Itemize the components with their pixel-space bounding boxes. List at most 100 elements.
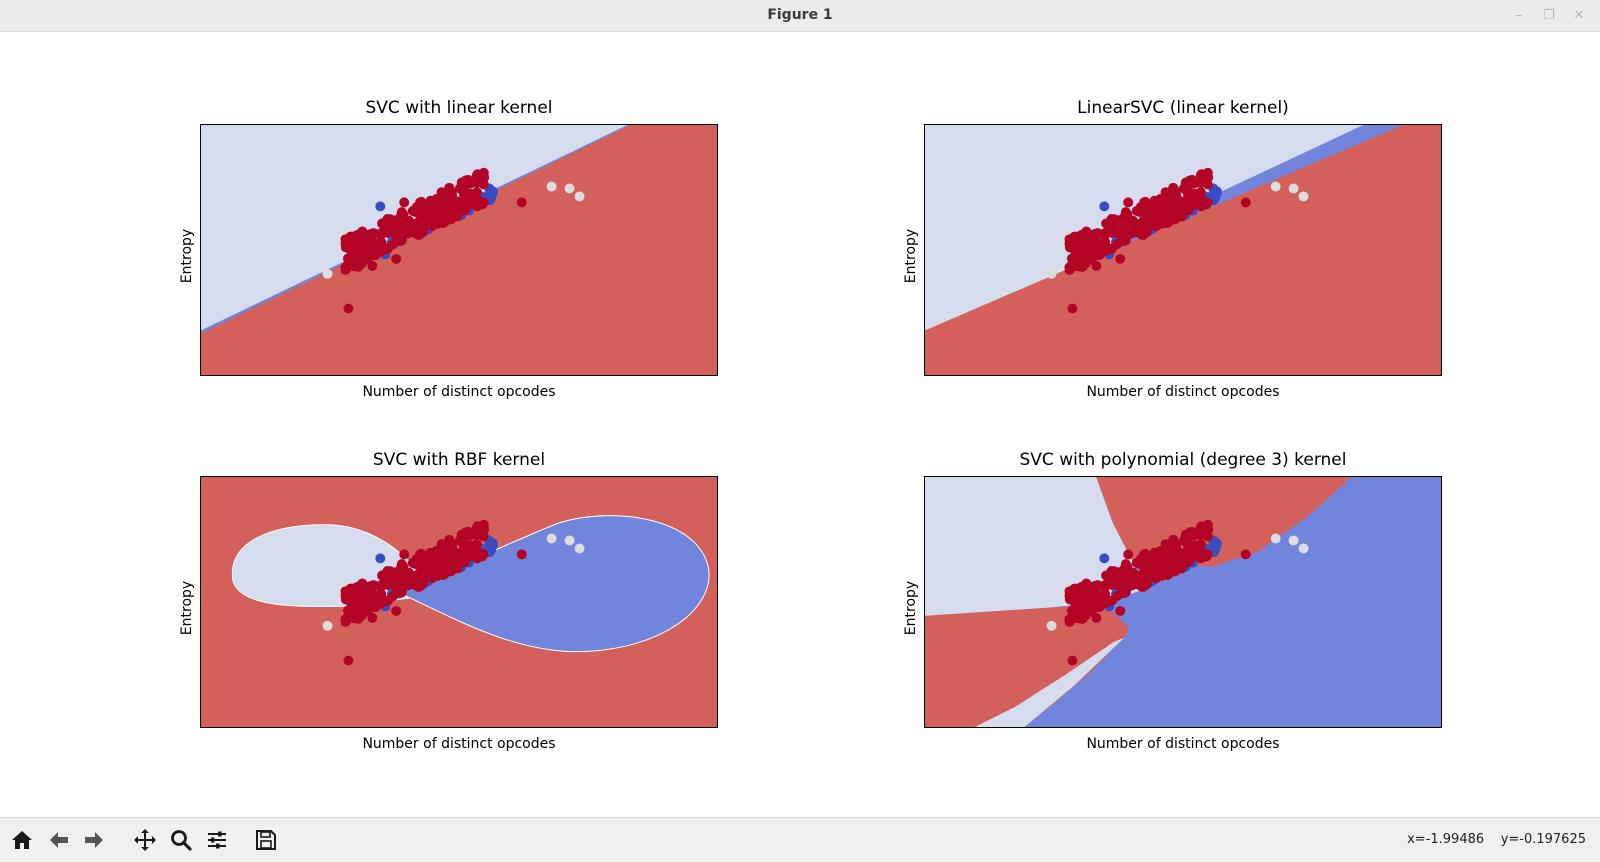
forward-arrow-icon[interactable] (80, 826, 108, 854)
scatter-point-red (402, 580, 413, 591)
scatter-point-red (366, 231, 377, 242)
scatter-point-blue (487, 538, 498, 549)
decision-surface (925, 477, 1441, 727)
back-arrow-icon[interactable] (45, 826, 73, 854)
scatter-point-red (416, 577, 427, 587)
scatter-point-red (439, 547, 450, 558)
scatter-point-blue (487, 186, 498, 197)
scatter-point-red (1149, 547, 1160, 558)
scatter-point-red (358, 244, 369, 255)
scatter-point-red (1161, 564, 1172, 575)
scatter-point-red (395, 587, 406, 598)
plot-area[interactable] (924, 124, 1442, 376)
scatter-point-red (516, 197, 527, 208)
maximize-icon[interactable]: ❐ (1543, 8, 1555, 23)
scatter-point-red (425, 547, 436, 558)
plot-area[interactable] (200, 124, 718, 376)
scatter-point-red (1152, 568, 1163, 579)
scatter-point-red (1193, 199, 1204, 210)
pan-icon[interactable] (131, 826, 159, 854)
scatter-point-red (1196, 177, 1207, 188)
scatter-point-light (1270, 181, 1281, 192)
scatter-point-red (1097, 238, 1108, 249)
scatter-point-red (1067, 655, 1078, 666)
save-icon[interactable] (252, 826, 280, 854)
scatter-point-red (353, 613, 364, 624)
scatter-point-red (1073, 236, 1084, 247)
scatter-point-red (1087, 252, 1098, 263)
scatter-point-red (343, 655, 354, 666)
scatter-point-red (373, 238, 384, 249)
y-axis-label: Entropy (179, 228, 195, 284)
scatter-point-red (1149, 195, 1160, 206)
scatter-point-blue (1099, 553, 1110, 564)
figure-canvas[interactable]: SVC with linear kernel Number of distinc… (0, 32, 1600, 817)
scatter-point-red (1131, 558, 1142, 568)
navigation-toolbar: x=-1.99486 y=-0.197625 (0, 817, 1600, 862)
close-icon[interactable]: ✕ (1573, 8, 1585, 23)
scatter-point-red (457, 197, 468, 208)
configure-subplots-icon[interactable] (203, 826, 231, 854)
scatter-point-red (478, 172, 489, 183)
scatter-point-red (391, 605, 402, 616)
subplot-title: SVC with linear kernel (365, 98, 553, 118)
scatter-point-light (1046, 268, 1057, 279)
scatter-point-red (1082, 244, 1093, 255)
scatter-point-red (1090, 231, 1101, 242)
scatter-point-red (1107, 228, 1118, 239)
scatter-point-red (1107, 595, 1118, 606)
scatter-point-red (455, 534, 466, 545)
scatter-point-red (1073, 588, 1084, 599)
scatter-point-red (1171, 196, 1182, 207)
scatter-point-red (358, 596, 369, 607)
scatter-point-red (399, 197, 410, 208)
scatter-point-light (1270, 533, 1281, 544)
scatter-point-red (383, 580, 394, 591)
scatter-point-red (1196, 529, 1207, 540)
scatter-point-light (564, 183, 575, 194)
scatter-point-red (1126, 580, 1137, 591)
scatter-point-red (1168, 182, 1179, 193)
scatter-point-red (1192, 189, 1203, 200)
scatter-point-red (1171, 548, 1182, 559)
scatter-point-red (1192, 541, 1203, 552)
scatter-point-red (1240, 197, 1251, 208)
scatter-point-blue (1211, 186, 1222, 197)
scatter-point-red (447, 196, 458, 207)
scatter-point-red (407, 206, 418, 216)
plot-area[interactable] (200, 476, 718, 728)
subplot-linearsvc: LinearSVC (linear kernel) Number of dist… (903, 98, 1442, 408)
zoom-icon[interactable] (167, 826, 195, 854)
scatter-point-red (399, 549, 410, 560)
scatter-point-red (413, 569, 424, 580)
scatter-point-red (1119, 587, 1130, 598)
x-axis-label: Number of distinct opcodes (362, 384, 556, 400)
scatter-point-red (1123, 549, 1134, 560)
scatter-point-red (402, 228, 413, 239)
scatter-point-red (1181, 197, 1192, 208)
scatter-point-red (1161, 212, 1172, 223)
x-axis-label: Number of distinct opcodes (1086, 736, 1280, 752)
plot-area[interactable] (924, 476, 1442, 728)
scatter-point-red (1091, 612, 1102, 623)
home-icon[interactable] (8, 826, 36, 854)
x-axis-label: Number of distinct opcodes (362, 736, 556, 752)
scatter-point-red (1087, 604, 1098, 615)
scatter-point-red (1240, 549, 1251, 560)
scatter-point-red (1139, 549, 1150, 560)
scatter-point-red (437, 564, 448, 575)
scatter-point-red (1202, 172, 1213, 183)
minimize-icon[interactable]: – (1515, 8, 1523, 23)
scatter-point-light (546, 181, 557, 192)
scatter-point-red (1077, 261, 1088, 272)
scatter-point-red (428, 216, 439, 227)
scatter-point-red (1152, 216, 1163, 227)
scatter-point-red (349, 236, 360, 247)
scatter-point-red (367, 612, 378, 623)
scatter-point-red (444, 534, 455, 545)
scatter-point-red (1140, 577, 1151, 587)
scatter-point-red (416, 225, 427, 235)
scatter-point-red (1140, 225, 1151, 235)
scatter-point-red (447, 548, 458, 559)
cursor-coordinates: x=-1.99486 y=-0.197625 (1407, 832, 1586, 847)
